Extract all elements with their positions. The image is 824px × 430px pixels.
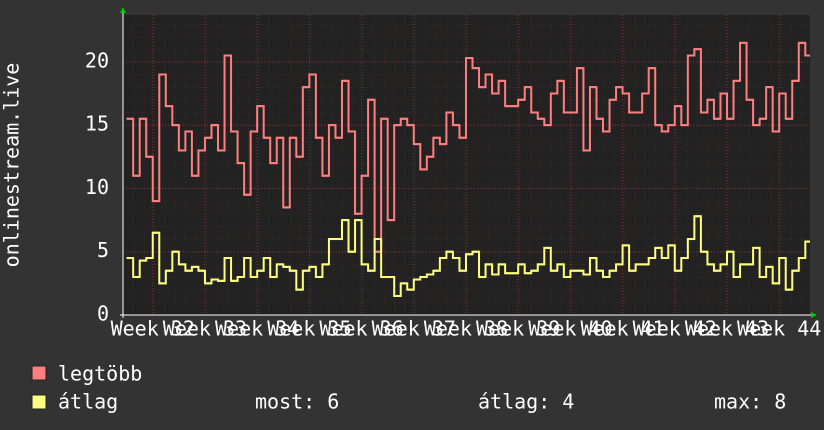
axis-arrow	[811, 312, 817, 318]
x-tick-label: Week 42	[633, 317, 717, 341]
x-tick-label: Week 39	[476, 317, 560, 341]
x-tick-label: Week 34	[215, 317, 299, 341]
y-tick-label: 10	[85, 175, 109, 199]
y-tick-label: 20	[85, 48, 109, 72]
y-tick-label: 15	[85, 112, 109, 136]
axis-arrow	[120, 7, 126, 13]
y-axis-label: onlinestream.live	[0, 63, 24, 268]
x-tick-label: Week 43	[685, 317, 769, 341]
x-tick-label: Week 32	[111, 317, 195, 341]
x-tick-label: Week 44	[737, 317, 821, 341]
legend-label: legtöbb	[58, 362, 142, 386]
y-tick-label: 0	[97, 302, 109, 326]
summary-current: most: 6	[255, 390, 339, 414]
x-tick-label: Week 41	[580, 317, 664, 341]
x-tick-label: Week 37	[372, 317, 456, 341]
y-tick-label: 5	[97, 238, 109, 262]
legend-swatch	[31, 365, 47, 381]
x-tick-label: Week 33	[163, 317, 247, 341]
x-tick-label: Week 40	[528, 317, 612, 341]
summary-max: max: 8	[714, 390, 786, 414]
x-tick-label: Week 38	[424, 317, 508, 341]
legend-swatch	[31, 394, 47, 410]
x-tick-label: Week 35	[267, 317, 351, 341]
x-tick-label: Week 36	[319, 317, 403, 341]
summary-average: átlag: 4	[478, 390, 574, 414]
legend-label: átlag	[58, 390, 118, 414]
